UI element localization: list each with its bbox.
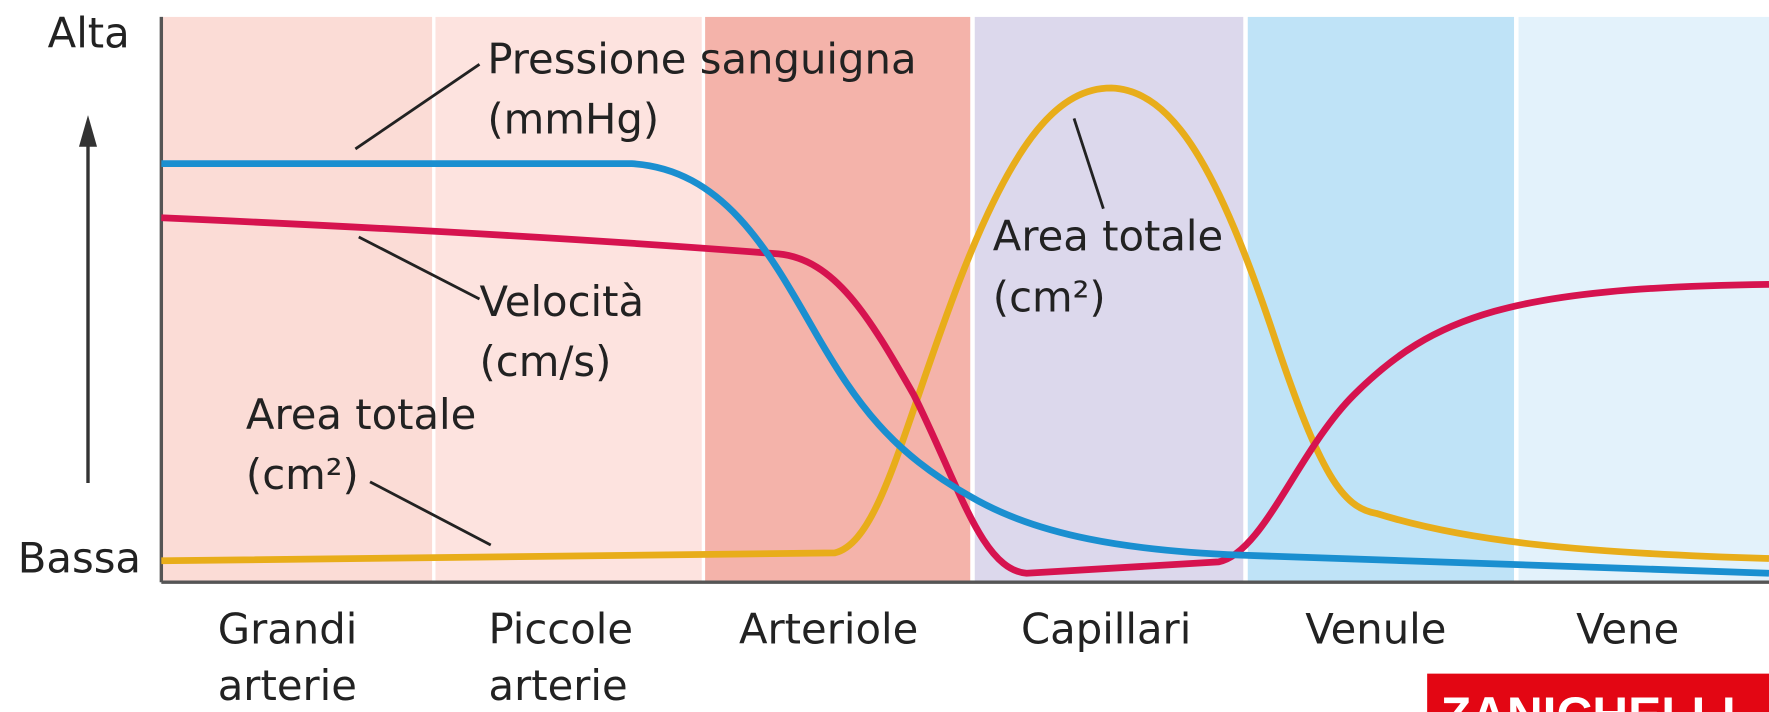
categories: Grandi arterie Piccole arterie Arteriole Capi… bbox=[218, 604, 1679, 709]
leader-line bbox=[358, 235, 481, 301]
annotation: (mmHg) bbox=[487, 94, 659, 143]
logo-clip: ZANICHELLI bbox=[1441, 687, 1736, 712]
category-label: Vene bbox=[1576, 604, 1679, 653]
category-label: arterie bbox=[218, 661, 357, 710]
annotation: (cm²) bbox=[993, 273, 1106, 322]
annotation: Area totale bbox=[993, 212, 1223, 261]
category-label: Piccole bbox=[489, 604, 634, 653]
annotation: Velocità bbox=[479, 277, 644, 326]
band bbox=[974, 16, 1244, 582]
velocity-curve bbox=[161, 214, 1769, 577]
annotation: Area totale bbox=[246, 390, 476, 439]
leader-line bbox=[1072, 118, 1105, 210]
category-label: Arteriole bbox=[739, 604, 918, 653]
leader-line bbox=[354, 63, 481, 151]
bands bbox=[161, 16, 1769, 582]
annotation: (cm²) bbox=[246, 450, 359, 499]
category-label: arterie bbox=[489, 661, 628, 710]
band bbox=[161, 16, 433, 582]
band bbox=[435, 16, 702, 582]
logo-box bbox=[1427, 673, 1769, 712]
area-curve bbox=[161, 84, 1769, 565]
category-label: Grandi bbox=[218, 604, 358, 653]
leader-line bbox=[369, 480, 492, 547]
band bbox=[1247, 16, 1515, 582]
band bbox=[705, 16, 971, 582]
category-label: Venule bbox=[1305, 604, 1446, 653]
annotation: Pressione sanguigna bbox=[487, 35, 916, 84]
annotation: (cm/s) bbox=[479, 337, 611, 386]
leader-lines bbox=[354, 63, 1105, 547]
axis-low: Bassa bbox=[18, 533, 141, 582]
arrow-head bbox=[78, 115, 98, 147]
category-label: Capillari bbox=[1021, 604, 1191, 653]
logo: ZANICHELLI bbox=[1441, 687, 1736, 712]
pressure-curve bbox=[161, 160, 1769, 577]
axis-high: Alta bbox=[48, 9, 130, 58]
